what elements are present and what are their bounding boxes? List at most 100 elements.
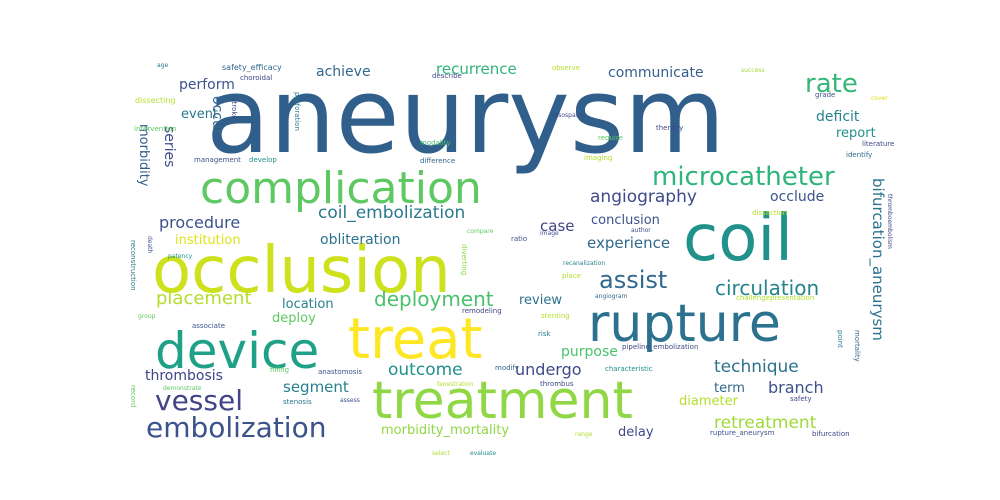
word-dissecting: dissecting xyxy=(135,96,175,105)
word-recanalization: recanalization xyxy=(563,260,605,267)
word-recurrence: recurrence xyxy=(436,60,517,78)
word-range: range xyxy=(575,431,593,438)
word-embolization: embolization xyxy=(146,411,326,444)
word-group: group xyxy=(138,313,156,320)
word-identify: identify xyxy=(846,151,872,159)
word-layer: aneurysm occlusion coil complication treatme… xyxy=(129,55,894,457)
word-therapy: therapy xyxy=(656,124,683,132)
word-mortality: mortality xyxy=(853,330,861,362)
word-occlusion: occlusion xyxy=(152,234,451,308)
word-purpose: purpose xyxy=(561,344,618,360)
word-procedure: procedure xyxy=(159,213,240,232)
word-morbidity-mortality: morbidity_mortality xyxy=(381,423,509,438)
word-age: age xyxy=(157,62,168,69)
word-author: author xyxy=(631,227,651,234)
word-record: record xyxy=(129,385,137,407)
word-angiogram: angiogram xyxy=(595,293,628,300)
word-assess: assess xyxy=(340,397,360,404)
word-institution: institution xyxy=(175,233,241,248)
word-obliteration: obliteration xyxy=(320,232,401,248)
word-achieve: achieve xyxy=(316,64,371,80)
word-diameter: diameter xyxy=(679,394,739,409)
word-describe: describe xyxy=(432,72,462,80)
word-risk: risk xyxy=(538,330,551,338)
word-coil: coil xyxy=(683,202,793,276)
word-undergo: undergo xyxy=(515,360,582,379)
word-morbidity: morbidity xyxy=(136,124,151,187)
word-conclusion: conclusion xyxy=(591,213,660,228)
word-characteristic: characteristic xyxy=(605,365,653,373)
word-device: device xyxy=(155,322,319,380)
word-compare: compare xyxy=(467,228,494,235)
word-demonstrate: demonstrate xyxy=(163,385,202,392)
word-treatment: treatment xyxy=(372,371,633,431)
word-deployment: deployment xyxy=(374,287,494,311)
word-review: review xyxy=(519,293,562,308)
word-report: report xyxy=(836,126,876,141)
word-rupture-aneurysm: rupture_aneurysm xyxy=(710,429,775,437)
word-event: event xyxy=(181,107,218,122)
word-perforation: perforation xyxy=(293,92,301,131)
word-imaging: imaging xyxy=(584,154,612,162)
word-management: management xyxy=(194,156,241,164)
word-case: case xyxy=(540,217,574,235)
word-assist: assist xyxy=(599,266,667,294)
word-remodeling: remodeling xyxy=(462,307,502,315)
word-communicate: communicate xyxy=(608,65,704,81)
word-modify: modify xyxy=(495,364,519,372)
word-filling: filling xyxy=(270,366,289,374)
word-associate: associate xyxy=(192,322,225,330)
word-retreatment: retreatment xyxy=(714,413,817,433)
word-safety-efficacy: safety_efficacy xyxy=(222,63,282,72)
word-angiography: angiography xyxy=(590,187,697,207)
word-require: require xyxy=(598,134,623,142)
word-microcatheter: microcatheter xyxy=(652,162,835,192)
word-complication: complication xyxy=(200,163,482,214)
word-difference: difference xyxy=(420,157,455,165)
word-treat: treat xyxy=(348,307,482,372)
word-literature: literature xyxy=(862,140,894,148)
word-place: place xyxy=(562,272,581,280)
word-rupture: rupture xyxy=(588,294,781,354)
word-image: image xyxy=(540,230,559,237)
word-ratio: ratio xyxy=(511,235,527,243)
word-occur: occur xyxy=(209,96,225,135)
word-thromboembolism: thromboembolism xyxy=(886,194,893,249)
word-anastomosis: anastomosis xyxy=(318,368,362,376)
word-series: series xyxy=(161,126,177,167)
word-placement: placement xyxy=(156,288,252,309)
word-thrombus: thrombus xyxy=(540,380,574,388)
word-safety: safety xyxy=(790,395,812,403)
word-vasospasm: vasospasm xyxy=(551,112,585,119)
word-delay: delay xyxy=(618,425,654,440)
word-success: success xyxy=(741,67,764,74)
word-evaluate: evaluate xyxy=(470,450,496,457)
word-term: term xyxy=(714,381,745,396)
word-deficit: deficit xyxy=(816,109,860,125)
word-stenosis: stenosis xyxy=(283,398,312,406)
word-point: point xyxy=(836,330,844,348)
word-experience: experience xyxy=(587,234,670,252)
word-segment: segment xyxy=(283,378,349,396)
word-fenestration: fenestration xyxy=(437,381,474,388)
word-circulation: circulation xyxy=(715,276,819,300)
word-vessel: vessel xyxy=(155,384,243,417)
word-cover: cover xyxy=(871,95,888,102)
word-branch: branch xyxy=(768,378,824,397)
word-select: select xyxy=(432,450,450,457)
word-pipeline-embolization: pipeline_embolization xyxy=(622,343,698,351)
word-outcome: outcome xyxy=(388,360,463,380)
word-develop: develop xyxy=(249,156,277,164)
word-stenting: stenting xyxy=(541,312,570,320)
word-bifurcation-aneurysm: bifurcation_aneurysm xyxy=(868,178,887,341)
word-location: location xyxy=(282,297,334,312)
word-dissection: dissection xyxy=(752,209,787,217)
word-rate: rate xyxy=(805,69,858,99)
word-challengepresentation: challengepresentation xyxy=(736,294,814,302)
word-patency: patency xyxy=(168,253,193,260)
word-diverting: diverting xyxy=(460,244,468,275)
word-bifurcation: bifurcation xyxy=(812,430,850,438)
word-thrombosis: thrombosis xyxy=(145,368,223,384)
